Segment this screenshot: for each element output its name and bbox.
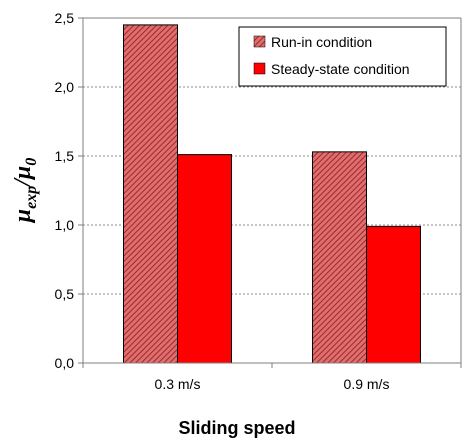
legend: Run-in condition Steady-state condition — [238, 26, 447, 87]
y-tick-label: 0,0 — [55, 355, 75, 371]
y-label-mu: μ — [10, 209, 36, 224]
legend-box — [238, 26, 447, 87]
legend-label-run-in: Run-in condition — [271, 34, 372, 50]
x-ticks: 0.3 m/s 0.9 m/s — [82, 363, 462, 392]
bar-run-in-0 — [123, 24, 178, 364]
y-tick-label: 1,5 — [55, 148, 75, 164]
y-ticks: 0,0 0,5 1,0 1,5 2,0 2,5 — [55, 10, 83, 371]
y-tick-label: 0,5 — [55, 286, 75, 302]
y-axis-label: μexp/μ0 — [10, 158, 40, 224]
y-label-sub-exp: exp — [23, 186, 40, 209]
x-tick-label: 0.9 m/s — [344, 376, 390, 392]
x-tick-label: 0.3 m/s — [155, 376, 201, 392]
bars — [123, 24, 421, 364]
y-tick-label: 2,0 — [55, 79, 75, 95]
bar-run-in-1 — [312, 151, 367, 364]
y-label-sub-0: 0 — [23, 158, 40, 166]
bar-steady-state-1 — [366, 225, 421, 364]
bar-steady-state-0 — [177, 154, 232, 364]
legend-label-steady-state: Steady-state condition — [271, 61, 410, 77]
y-tick-label: 2,5 — [55, 10, 75, 26]
legend-swatch-run-in — [253, 35, 266, 48]
y-tick-label: 1,0 — [55, 217, 75, 233]
legend-swatch-steady-state — [253, 62, 266, 75]
x-axis-label: Sliding speed — [178, 418, 295, 438]
y-label-slash-mu: /μ — [10, 166, 36, 188]
